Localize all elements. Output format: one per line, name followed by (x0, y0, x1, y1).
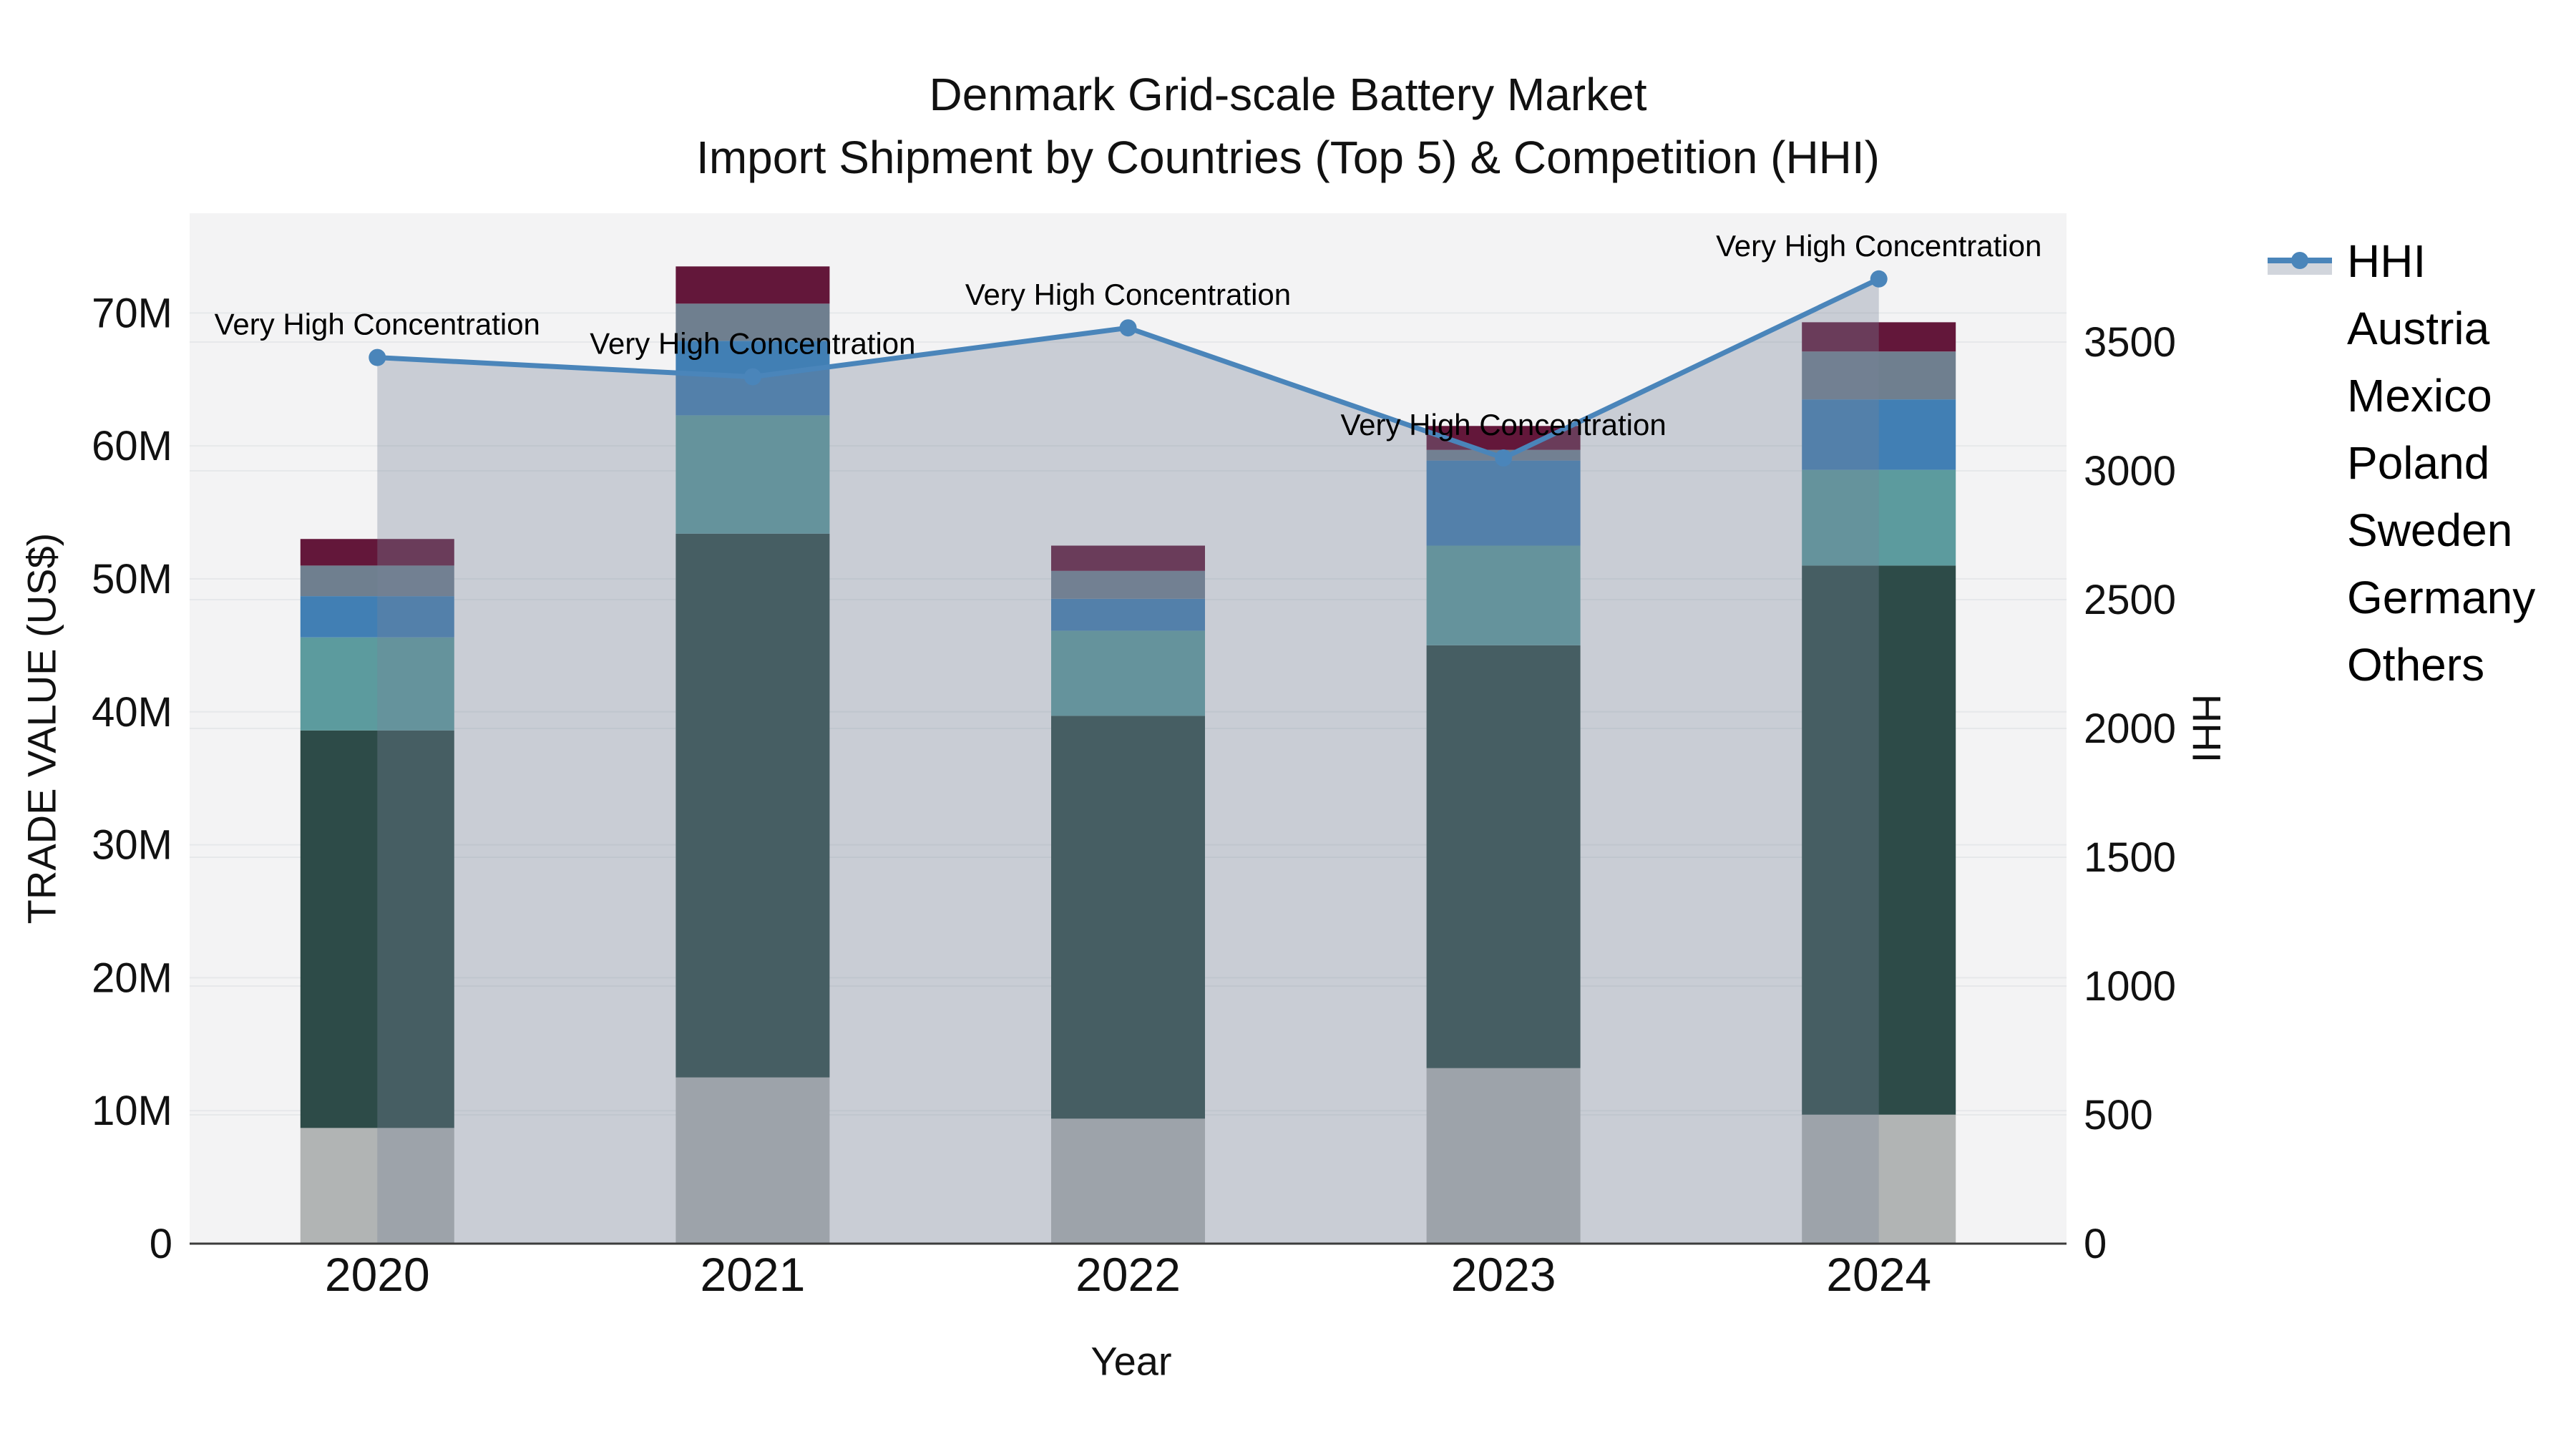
y-right-tick-label: 500 (2084, 1092, 2153, 1138)
legend-label-germany: Germany (2347, 572, 2536, 623)
legend-label-mexico: Mexico (2347, 370, 2492, 421)
hhi-legend-sample-icon (2268, 245, 2332, 278)
chart-title-line1: Denmark Grid-scale Battery Market (929, 69, 1647, 120)
y-right-tick-label: 3500 (2084, 319, 2176, 366)
x-tick-label: 2020 (325, 1248, 430, 1301)
swatch-icon (2268, 514, 2332, 547)
bar-segment-austria-2021[interactable] (675, 266, 830, 304)
swatch-icon (2268, 379, 2332, 412)
legend-label-poland: Poland (2347, 437, 2490, 489)
bar-segment-poland-2020[interactable] (300, 596, 454, 638)
swatch-icon (2268, 581, 2332, 614)
legend-item-germany[interactable]: Germany (2268, 564, 2535, 631)
y-right-tick-label: 2000 (2084, 706, 2176, 752)
x-tick-label: 2024 (1826, 1248, 1931, 1301)
legend-item-poland[interactable]: Poland (2268, 429, 2535, 497)
y-axis-title-left: TRADE VALUE (US$) (19, 532, 64, 924)
legend-item-others[interactable]: Others (2268, 631, 2535, 698)
x-tick-label: 2023 (1451, 1248, 1556, 1301)
annotation-text: Very High Concentration (590, 327, 915, 361)
y-left-tick-label: 50M (92, 556, 172, 602)
bar-segment-austria-2022[interactable] (1051, 545, 1205, 571)
legend-item-mexico[interactable]: Mexico (2268, 362, 2535, 429)
legend-item-sweden[interactable]: Sweden (2268, 497, 2535, 564)
y-right-tick-label: 3000 (2084, 448, 2176, 494)
bar-segment-mexico-2020[interactable] (300, 565, 454, 597)
hhi-marker-2023[interactable] (1495, 449, 1513, 467)
legend-item-hhi[interactable]: HHI (2268, 228, 2535, 295)
bar-segment-germany-2024[interactable] (1802, 565, 1956, 1115)
x-tick-label: 2022 (1075, 1248, 1181, 1301)
x-tick-label: 2021 (700, 1248, 805, 1301)
y-right-tick-label: 1000 (2084, 963, 2176, 1010)
annotation-text: Very High Concentration (1716, 229, 2041, 263)
annotation-text: Very High Concentration (1340, 408, 1666, 441)
y-left-tick-label: 70M (92, 290, 172, 336)
bar-segment-poland-2023[interactable] (1426, 460, 1581, 546)
swatch-icon (2268, 447, 2332, 479)
y-left-tick-label: 0 (150, 1221, 172, 1267)
bar-segment-germany-2020[interactable] (300, 730, 454, 1128)
y-left-tick-label: 60M (92, 423, 172, 469)
bar-segment-germany-2021[interactable] (675, 533, 830, 1078)
bar-segment-germany-2022[interactable] (1051, 716, 1205, 1119)
bar-segment-poland-2022[interactable] (1051, 598, 1205, 631)
bar-segment-sweden-2022[interactable] (1051, 630, 1205, 716)
legend-label-austria: Austria (2347, 303, 2490, 354)
legend-label-sweden: Sweden (2347, 504, 2513, 556)
y-right-tick-label: 2500 (2084, 577, 2176, 623)
y-left-tick-label: 30M (92, 822, 172, 869)
bar-segment-others-2022[interactable] (1051, 1118, 1205, 1244)
y-left-tick-label: 20M (92, 955, 172, 1001)
bar-segment-mexico-2024[interactable] (1802, 351, 1956, 400)
hhi-marker-swatch (2291, 252, 2308, 269)
bar-segment-mexico-2021[interactable] (675, 303, 830, 341)
bar-segment-austria-2024[interactable] (1802, 322, 1956, 352)
y-right-tick-label: 0 (2084, 1221, 2107, 1267)
hhi-marker-2020[interactable] (369, 348, 386, 366)
swatch-icon (2268, 648, 2332, 681)
bar-segment-sweden-2024[interactable] (1802, 469, 1956, 566)
legend: HHI Austria Mexico Poland Sweden Germany… (2268, 228, 2535, 698)
legend-label-others: Others (2347, 639, 2485, 691)
x-axis-title: Year (1091, 1338, 1172, 1384)
annotation-text: Very High Concentration (965, 278, 1291, 311)
y-left-tick-label: 40M (92, 689, 172, 736)
bar-segment-mexico-2022[interactable] (1051, 570, 1205, 599)
chart-title: Denmark Grid-scale Battery Market Import… (0, 63, 2576, 189)
bar-segment-austria-2020[interactable] (300, 539, 454, 566)
bar-segment-others-2021[interactable] (675, 1077, 830, 1244)
hhi-marker-2024[interactable] (1870, 270, 1888, 288)
bar-segment-poland-2024[interactable] (1802, 399, 1956, 470)
y-right-tick-label: 1500 (2084, 834, 2176, 881)
swatch-icon (2268, 312, 2332, 345)
legend-item-austria[interactable]: Austria (2268, 295, 2535, 362)
bar-segment-sweden-2023[interactable] (1426, 545, 1581, 645)
annotation-text: Very High Concentration (215, 308, 540, 341)
chart-title-line2: Import Shipment by Countries (Top 5) & C… (696, 132, 1880, 183)
y-left-tick-label: 10M (92, 1088, 172, 1134)
bar-segment-others-2020[interactable] (300, 1128, 454, 1244)
hhi-marker-2022[interactable] (1119, 319, 1137, 337)
y-axis-title-right: HHI (2184, 693, 2230, 763)
legend-label-hhi: HHI (2347, 235, 2426, 287)
bar-segment-others-2024[interactable] (1802, 1114, 1956, 1244)
bar-segment-others-2023[interactable] (1426, 1068, 1581, 1244)
bar-segment-sweden-2020[interactable] (300, 637, 454, 731)
hhi-area-fill (377, 278, 1879, 1244)
bar-segment-sweden-2021[interactable] (675, 415, 830, 534)
hhi-marker-2021[interactable] (743, 368, 761, 386)
bar-segment-germany-2023[interactable] (1426, 645, 1581, 1068)
